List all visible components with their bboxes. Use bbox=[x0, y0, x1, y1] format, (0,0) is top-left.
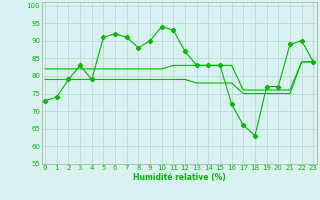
X-axis label: Humidité relative (%): Humidité relative (%) bbox=[133, 173, 226, 182]
